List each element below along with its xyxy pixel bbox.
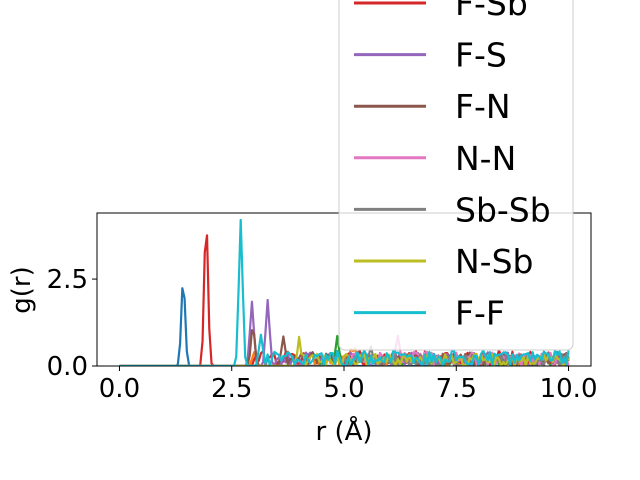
x-axis-ticks: 0.0 2.5 5.0 7.5 10.0: [99, 366, 598, 404]
plot-lines: [119, 218, 570, 366]
legend-label: Sb-Sb: [455, 190, 551, 229]
y-axis-label: g(r): [7, 266, 37, 313]
y-tick-label: 2.5: [47, 265, 88, 295]
legend-label: F-S: [455, 36, 507, 75]
x-tick-label: 0.0: [99, 374, 140, 404]
y-tick-label: 0.0: [47, 352, 88, 382]
legend-label: N-Sb: [455, 242, 534, 281]
legend: F-Sb F-S F-N N-N Sb-Sb N-Sb F-F: [338, 0, 574, 351]
x-tick-label: 10.0: [540, 374, 598, 404]
legend-label: F-Sb: [455, 0, 528, 23]
x-axis-label: r (Å): [315, 415, 372, 447]
legend-label: F-F: [455, 294, 505, 333]
y-axis-ticks: 0.0 2.5: [47, 265, 97, 382]
series-line-f-f: [119, 218, 570, 366]
x-tick-label: 5.0: [323, 374, 364, 404]
x-tick-label: 7.5: [436, 374, 477, 404]
legend-label: N-N: [455, 139, 516, 178]
x-tick-label: 2.5: [211, 374, 252, 404]
legend-label: F-N: [455, 87, 511, 126]
